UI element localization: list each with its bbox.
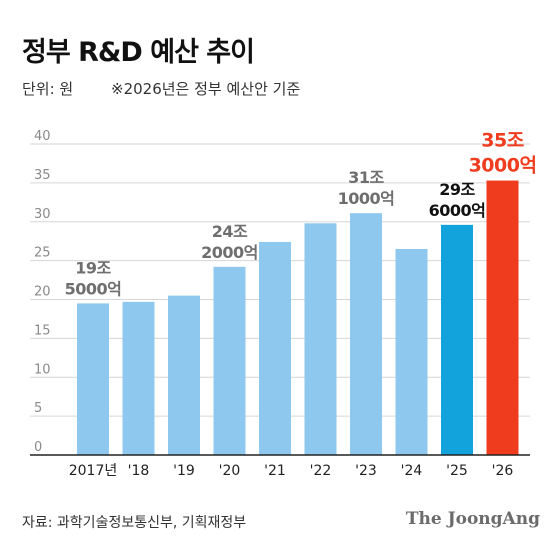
data-label: 19조 xyxy=(75,258,111,277)
bar xyxy=(77,303,109,455)
data-label: 35조 xyxy=(481,130,523,152)
x-tick-label: '25 xyxy=(446,463,468,479)
data-label: 6000억 xyxy=(429,201,486,220)
publisher-logo: The JoongAng xyxy=(405,509,540,529)
y-tick-label: 5 xyxy=(34,401,42,416)
bar xyxy=(441,224,473,455)
x-tick-label: '18 xyxy=(128,463,150,479)
source-note: 자료: 과학기술정보통신부, 기획재정부 xyxy=(22,515,247,531)
x-tick-label: '20 xyxy=(219,463,241,479)
data-label: 5000억 xyxy=(65,279,122,298)
bar xyxy=(350,213,382,455)
bar xyxy=(259,241,291,455)
unit-note: 단위: 원 xyxy=(22,80,74,98)
x-tick-label: 2017년 xyxy=(69,463,118,479)
x-tick-label: '24 xyxy=(401,463,423,479)
y-tick-label: 0 xyxy=(34,440,42,455)
y-tick-label: 15 xyxy=(34,323,51,338)
x-tick-label: '19 xyxy=(173,463,195,479)
x-tick-label: '21 xyxy=(264,463,286,479)
data-label: 29조 xyxy=(439,180,475,199)
y-tick-label: 30 xyxy=(34,207,51,222)
data-label: 1000억 xyxy=(338,189,395,208)
bar xyxy=(122,301,155,455)
y-tick-label: 25 xyxy=(34,246,51,261)
chart-title: 정부 R&D 예산 추이 xyxy=(22,37,255,68)
x-tick-label: '23 xyxy=(355,463,377,479)
x-tick-label: '22 xyxy=(310,463,332,479)
y-tick-label: 10 xyxy=(34,362,51,377)
y-tick-label: 40 xyxy=(34,129,51,144)
y-tick-label: 35 xyxy=(34,168,51,183)
data-label: 31조 xyxy=(348,168,384,187)
data-label: 2000억 xyxy=(201,243,258,262)
bar xyxy=(486,180,519,456)
bar xyxy=(395,248,428,455)
bar xyxy=(213,266,246,455)
bar xyxy=(304,223,337,455)
data-label: 24조 xyxy=(212,222,248,241)
y-tick-label: 20 xyxy=(34,285,51,300)
basis-note: ※2026년은 정부 예산안 기준 xyxy=(111,80,301,98)
x-tick-label: '26 xyxy=(492,463,514,479)
data-label: 3000억 xyxy=(469,155,537,177)
bar xyxy=(168,295,200,455)
